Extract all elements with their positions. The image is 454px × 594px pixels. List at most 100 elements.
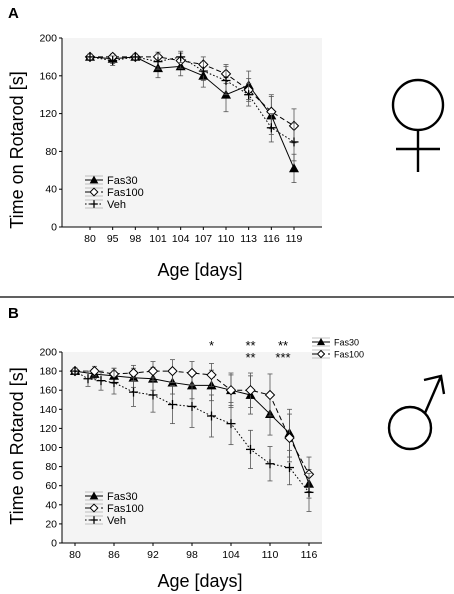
panel-b-y-tick-label: 0 (51, 538, 57, 550)
panel-b-y-tick-label: 100 (39, 442, 57, 454)
panel-a-series-veh-point (108, 56, 118, 66)
panel-b-inset-legend-marker (316, 337, 326, 346)
panel-b-y-tick-label: 80 (45, 461, 57, 473)
panel-b-y-tick-label: 20 (45, 518, 57, 530)
panel-a-series-fas30-point (288, 163, 300, 173)
panel-a-x-tick-label: 101 (149, 233, 167, 245)
panel-b-x-tick-label: 86 (108, 549, 120, 561)
panel-b-legend-label: Fas30 (107, 491, 138, 503)
panel-a-x-tick-label: 104 (172, 233, 190, 245)
panel-b-label: B (8, 305, 19, 322)
panel-b-x-axis-title: Age [days] (157, 571, 242, 591)
panel-b-series-fas100-point (264, 389, 276, 401)
panel-a-series-veh-point (266, 123, 276, 133)
panel-b-series-veh-point (304, 487, 314, 497)
panel-a-legend-marker (89, 175, 99, 184)
panel-a-plot: 0 40 80 120 160 200 80 95 98 101 104 107 110 113 116 11… (39, 33, 322, 245)
panel-b-y-tick-label: 180 (39, 366, 57, 378)
panel-b-series-veh-point (129, 387, 138, 397)
panel-b-legend-label: Fas100 (107, 503, 144, 515)
panel-a-legend-marker (90, 200, 98, 208)
panel-a-series-fas100-line (90, 56, 295, 127)
panel-a-series-veh-point (176, 52, 186, 62)
panel-b-legend-label: Veh (107, 515, 126, 527)
panel-a-series-veh-point (289, 137, 299, 147)
panel-b-series-veh-point (207, 411, 216, 421)
panel-b-series-fas100-point (284, 432, 295, 444)
panel-a-series-veh-point (130, 52, 140, 62)
panel-b-series-fas100-point (245, 384, 256, 396)
panel-a-x-tick-label: 95 (107, 233, 119, 245)
panel-a: A Time on Rotarod [s] Age [days] 0 40 80 12… (7, 5, 445, 280)
panel-a-y-tick-label: 120 (39, 108, 57, 120)
panel-b-series-veh-point (265, 459, 275, 469)
panel-b-y-tick-label: 140 (39, 404, 57, 416)
panel-b-series-veh-point (187, 401, 197, 411)
panel-a-y-tick-label: 80 (45, 146, 57, 158)
panel-b-y-tick-label: 160 (39, 385, 57, 397)
panel-b-inset-legend-label: Fas100 (334, 350, 364, 360)
panel-b-series-veh-point (168, 400, 177, 410)
panel-b-series-veh-point (83, 374, 93, 384)
panel-b-series-veh-point (226, 419, 236, 429)
panel-b-series-veh-point (246, 444, 255, 454)
panel-b-series-fas100-point (89, 365, 100, 377)
panel-b-legend-marker (89, 491, 99, 500)
panel-a-x-tick-label: 110 (218, 233, 235, 245)
panel-b-series-veh-point (70, 366, 80, 376)
panel-b-significance-marker: ** (278, 338, 288, 353)
female-symbol-icon (391, 78, 445, 172)
panel-a-x-tick-label: 113 (240, 233, 257, 245)
panel-b-y-axis-title: Time on Rotarod [s] (7, 367, 27, 524)
panel-b-y-tick-label: 60 (45, 480, 57, 492)
panel-b-y-tick-label: 40 (45, 499, 57, 511)
panel-b-series-veh-point (109, 378, 119, 388)
panel-a-series-veh-point (85, 52, 95, 62)
panel-a-x-tick-label: 98 (129, 233, 141, 245)
panel-b-significance-marker: ** (245, 338, 255, 353)
panel-b-x-tick-label: 80 (69, 549, 81, 561)
panel-b-plot: 0 20 40 60 80 100 120 140 160 180 200 80 86 92 98 104 11… (39, 338, 364, 562)
panel-a-x-tick-label: 107 (195, 233, 213, 245)
panel-a-legend-label: Veh (107, 199, 126, 211)
panel-a-series-veh-point (198, 66, 208, 76)
panel-b-x-tick-label: 116 (301, 549, 318, 561)
panel-a-legend-marker (89, 187, 99, 197)
panel-a-x-tick-label: 119 (286, 233, 303, 245)
panel-a-series-veh-line (89, 56, 295, 143)
panel-a-y-tick-label: 160 (39, 70, 57, 82)
panel-a-series-veh-point (244, 90, 254, 100)
panel-b-series-fas100-point (147, 365, 159, 377)
panel-b-series-fas100-point (167, 365, 178, 377)
panel-a-legend-label: Fas100 (107, 187, 144, 199)
panel-a-x-tick-label: 80 (84, 233, 96, 245)
panel-b-x-tick-label: 104 (222, 549, 240, 561)
panel-b-significance-marker: ** (245, 350, 255, 365)
panel-b-inset-legend-label: Fas30 (334, 338, 359, 348)
panel-b-series-veh-point (148, 390, 158, 400)
panel-a-series-veh (85, 50, 299, 162)
panel-a-y-axis-title: Time on Rotarod [s] (7, 71, 27, 228)
panel-a-x-tick-label: 116 (263, 233, 280, 245)
panel-b-x-tick-label: 92 (147, 549, 159, 561)
panel-a-series-veh-point (153, 57, 163, 67)
panel-b-series-fas100-point (225, 384, 237, 396)
panel-a-legend-label: Fas30 (107, 175, 138, 187)
panel-b-inset-legend: Fas30 Fas100 (312, 338, 364, 360)
panel-b-significance-marker: * (209, 338, 214, 353)
panel-b-series-veh (70, 366, 314, 512)
panel-a-plot-area (62, 38, 322, 227)
panel-a-series-fas30-line (89, 56, 295, 169)
panel-a-series-veh-point (221, 76, 231, 86)
panel-a-x-axis-title: Age [days] (157, 260, 242, 280)
panel-b-x-tick-label: 98 (186, 549, 198, 561)
panel-b-series-fas100-point (206, 369, 217, 381)
panel-b: B Time on Rotarod [s] Age [days] 0 20 40 60… (7, 305, 446, 591)
panel-a-y-tick-label: 200 (39, 33, 57, 45)
panel-b-legend-marker (89, 503, 99, 513)
panel-b-x-tick-label: 110 (262, 549, 279, 561)
panel-b-series-veh-point (96, 376, 106, 386)
male-symbol-icon (387, 374, 446, 451)
